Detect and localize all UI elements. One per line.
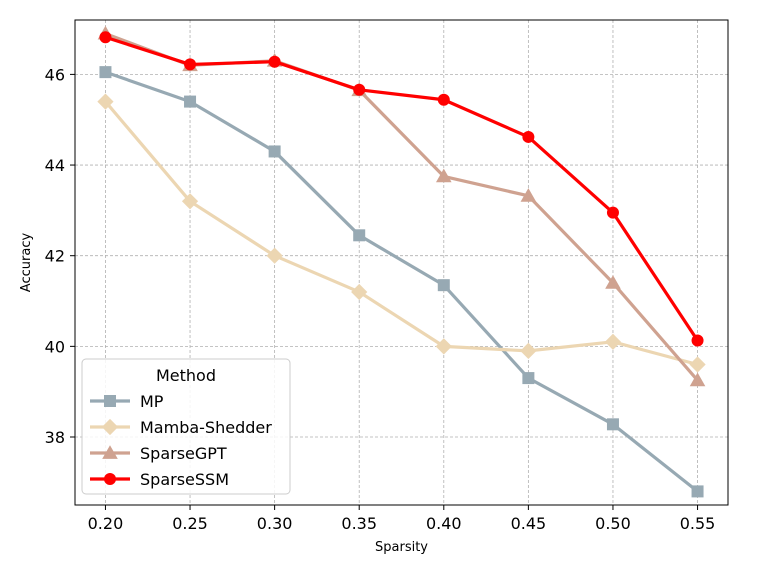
legend-label: SparseGPT (140, 444, 227, 463)
legend-title: Method (156, 366, 216, 385)
data-point-mp (353, 229, 366, 242)
series-line-mamba-shedder (104, 100, 698, 367)
x-tick-label: 0.55 (680, 514, 716, 533)
x-tick-label: 0.25 (172, 514, 208, 533)
data-point-mp (99, 66, 112, 79)
data-point-sparsessm (437, 93, 450, 106)
y-tick-label: 42 (45, 247, 65, 266)
series-sparsessm (99, 31, 704, 347)
legend-entries: MP Mamba-Shedder SparseGPT SparseSSM (90, 392, 272, 489)
data-point-mamba-shedder (604, 333, 622, 350)
legend-label: SparseSSM (140, 470, 229, 489)
legend-label: MP (140, 392, 164, 411)
ticks: 0.20 0.25 0.30 0.35 0.40 0.45 0.50 0.55 38 40 42 44… (45, 65, 716, 533)
data-point-mamba-shedder (520, 342, 537, 359)
data-point-sparsessm (353, 83, 366, 96)
data-point-sparsessm (268, 55, 281, 68)
legend-entry-sparsegpt: SparseGPT (90, 444, 227, 463)
series-mamba-shedder (97, 93, 706, 373)
data-point-mamba-shedder (266, 247, 283, 264)
x-axis-title: Sparsity (375, 540, 428, 555)
x-tick-label: 0.40 (426, 514, 462, 533)
data-point-mamba-shedder (689, 356, 706, 373)
data-point-sparsegpt (520, 188, 537, 202)
legend-entry-mamba-shedder: Mamba-Shedder (90, 418, 272, 437)
y-tick-label: 38 (45, 428, 65, 447)
data-point-mamba-shedder (351, 283, 368, 301)
data-point-mamba-shedder (97, 93, 114, 110)
series-mp (99, 66, 704, 498)
data-point-mp (184, 95, 197, 108)
data-point-sparsessm (99, 31, 112, 44)
series-line-mp (104, 70, 699, 493)
data-point-sparsessm (606, 206, 619, 219)
data-point-sparsegpt (689, 372, 706, 387)
legend-swatch-marker (104, 395, 116, 407)
data-point-mamba-shedder (435, 338, 452, 355)
data-point-sparsegpt (605, 275, 621, 289)
series-layer (97, 25, 706, 498)
y-tick-label: 46 (45, 65, 65, 84)
data-point-mp (691, 485, 704, 498)
data-point-mamba-shedder (181, 193, 199, 210)
x-tick-label: 0.20 (88, 514, 124, 533)
legend-label: Mamba-Shedder (140, 418, 272, 437)
data-point-sparsessm (691, 334, 704, 347)
legend-entry-mp: MP (90, 392, 164, 411)
legend-swatch-marker (104, 473, 116, 485)
data-point-mp (437, 279, 450, 292)
y-tick-label: 40 (45, 337, 65, 356)
grid (75, 20, 728, 505)
legend-swatch-marker (101, 418, 119, 436)
x-tick-label: 0.50 (595, 514, 631, 533)
y-tick-label: 44 (45, 156, 65, 175)
legend: Method MP Mamba-Shedder SparseGPT SparseSSM (81, 358, 291, 495)
legend-box (81, 358, 291, 495)
data-point-mp (606, 418, 619, 431)
x-tick-label: 0.35 (341, 514, 377, 533)
x-tick-label: 0.30 (257, 514, 293, 533)
data-point-mp (268, 145, 281, 158)
plot-frame (74, 19, 729, 506)
x-tick-label: 0.45 (511, 514, 547, 533)
legend-swatch-marker (102, 445, 118, 459)
data-point-mp (522, 372, 535, 385)
data-point-sparsessm (522, 130, 535, 143)
legend-entry-sparsessm: SparseSSM (90, 470, 229, 489)
series-line-sparsessm (104, 35, 699, 342)
y-axis-title: Accuracy (19, 233, 34, 293)
data-point-sparsegpt (435, 168, 452, 183)
data-point-sparsessm (184, 58, 197, 71)
